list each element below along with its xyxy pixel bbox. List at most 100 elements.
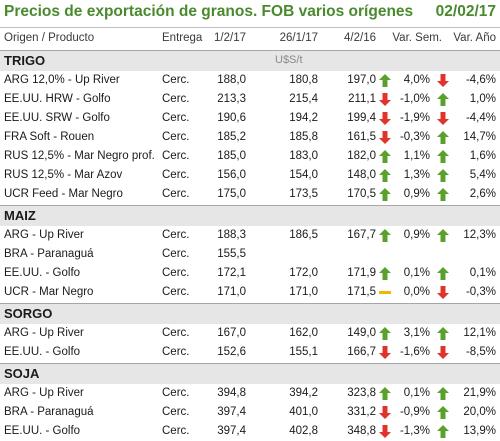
product-cell: FRA Soft - Rouen — [4, 131, 95, 143]
price-date-2-cell: 173,5 — [289, 188, 318, 200]
down-arrow-icon — [378, 130, 392, 145]
var-anio-cell: 1,0% — [469, 93, 496, 105]
price-date-1-cell: 213,3 — [217, 93, 246, 105]
delivery-cell: Cerc. — [162, 131, 190, 143]
var-sem-cell: -1,0% — [399, 93, 430, 105]
up-arrow-icon — [378, 326, 392, 341]
table-row: EE.UU. - Golfo Cerc. 172,1 172,0 171,9 0,1% 0,… — [0, 264, 500, 283]
table-row: EE.UU. - Golfo Cerc. 397,4 402,8 348,8 -1,3% 1… — [0, 422, 500, 441]
var-anio-cell: -8,5% — [465, 346, 496, 358]
price-date-2-cell: 186,5 — [289, 229, 318, 241]
price-date-1-cell: 394,8 — [217, 387, 246, 399]
delivery-cell: Cerc. — [162, 74, 190, 86]
down-arrow-icon — [378, 424, 392, 439]
up-arrow-icon — [378, 187, 392, 202]
up-arrow-icon — [378, 386, 392, 401]
up-arrow-icon — [436, 92, 450, 107]
var-sem-cell: 0,1% — [403, 267, 430, 279]
delivery-cell: Cerc. — [162, 169, 190, 181]
price-date-2-cell: 401,0 — [289, 406, 318, 418]
var-anio-cell: -4,6% — [465, 74, 496, 86]
price-date-3-cell: 170,5 — [347, 188, 376, 200]
product-cell: ARG 12,0% - Up River — [4, 74, 120, 86]
product-cell: EE.UU. - Golfo — [4, 346, 81, 358]
table-row: UCR - Mar Negro Cerc. 171,0 171,0 171,5 0,0% -… — [0, 283, 500, 302]
product-cell: UCR Feed - Mar Negro — [4, 188, 123, 200]
table-row: ARG 12,0% - Up River Cerc. 188,0 180,8 197,0… — [0, 71, 500, 90]
price-date-1-cell: 185,0 — [217, 150, 246, 162]
product-cell: EE.UU. - Golfo — [4, 267, 81, 279]
table-row: UCR Feed - Mar Negro Cerc. 175,0 173,5 170,5… — [0, 185, 500, 204]
section-header-sorgo: SORGO — [0, 303, 500, 324]
down-arrow-icon — [378, 405, 392, 420]
var-anio-cell: 12,1% — [463, 327, 496, 339]
price-date-3-cell: 323,8 — [347, 387, 376, 399]
delivery-cell: Cerc. — [162, 387, 190, 399]
up-arrow-icon — [378, 168, 392, 183]
price-date-3-cell: 149,0 — [347, 327, 376, 339]
price-date-2-cell: 154,0 — [289, 169, 318, 181]
product-cell: ARG - Up River — [4, 229, 84, 241]
up-arrow-icon — [378, 228, 392, 243]
section-name: SORGO — [4, 306, 53, 321]
table-row: BRA - Paranaguá Cerc. 397,4 401,0 331,2 -0,9%… — [0, 403, 500, 422]
price-date-2-cell: 155,1 — [289, 346, 318, 358]
var-sem-cell: 0,9% — [403, 229, 430, 241]
price-date-1-cell: 152,6 — [217, 346, 246, 358]
down-arrow-icon — [378, 92, 392, 107]
price-date-2-cell: 180,8 — [289, 74, 318, 86]
price-date-1-cell: 156,0 — [217, 169, 246, 181]
price-date-1-cell: 167,0 — [217, 327, 246, 339]
price-date-2-cell: 394,2 — [289, 387, 318, 399]
var-anio-cell: 13,9% — [463, 425, 496, 437]
var-sem-cell: 0,0% — [403, 286, 430, 298]
col-product: Origen / Producto — [4, 32, 95, 44]
up-arrow-icon — [436, 424, 450, 439]
col-var-anio: Var. Año — [453, 32, 496, 44]
report-date: 02/02/17 — [435, 3, 496, 20]
column-header-row: Origen / Producto Entrega 1/2/17 26/1/17… — [0, 27, 500, 51]
price-date-1-cell: 188,3 — [217, 229, 246, 241]
var-sem-cell: 1,1% — [403, 150, 430, 162]
up-arrow-icon — [436, 386, 450, 401]
price-date-2-cell: 402,8 — [289, 425, 318, 437]
delivery-cell: Cerc. — [162, 188, 190, 200]
price-date-1-cell: 172,1 — [217, 267, 246, 279]
price-date-2-cell: 183,0 — [289, 150, 318, 162]
delivery-cell: Cerc. — [162, 267, 190, 279]
delivery-cell: Cerc. — [162, 150, 190, 162]
down-arrow-icon — [378, 345, 392, 360]
price-date-3-cell: 331,2 — [347, 406, 376, 418]
var-anio-cell: -4,4% — [465, 112, 496, 124]
product-cell: RUS 12,5% - Mar Azov — [4, 169, 123, 181]
col-var-sem: Var. Sem. — [392, 32, 442, 44]
delivery-cell: Cerc. — [162, 286, 190, 298]
section-name: SOJA — [4, 366, 40, 381]
var-anio-cell: 2,6% — [469, 188, 496, 200]
price-date-1-cell: 397,4 — [217, 406, 246, 418]
table-row: RUS 12,5% - Mar Negro prof. Cerc. 185,0 183… — [0, 147, 500, 166]
product-cell: RUS 12,5% - Mar Negro prof. — [4, 150, 155, 162]
delivery-cell: Cerc. — [162, 112, 190, 124]
var-anio-cell: 20,0% — [463, 406, 496, 418]
delivery-cell: Cerc. — [162, 327, 190, 339]
price-date-3-cell: 166,7 — [347, 346, 376, 358]
product-cell: UCR - Mar Negro — [4, 286, 94, 298]
table-row: EE.UU. - Golfo Cerc. 152,6 155,1 166,7 -1,6% -… — [0, 343, 500, 362]
price-date-2-cell: 162,0 — [289, 327, 318, 339]
up-arrow-icon — [436, 168, 450, 183]
var-sem-cell: -1,3% — [399, 425, 430, 437]
var-anio-cell: 14,7% — [463, 131, 496, 143]
price-date-1-cell: 188,0 — [217, 74, 246, 86]
down-arrow-icon — [436, 345, 450, 360]
down-arrow-icon — [436, 73, 450, 88]
table-row: BRA - Paranaguá Cerc. 155,5 — [0, 245, 500, 264]
col-date-3: 4/2/16 — [344, 32, 376, 44]
product-cell: EE.UU. - Golfo — [4, 425, 81, 437]
up-arrow-icon — [378, 266, 392, 281]
up-arrow-icon — [436, 187, 450, 202]
up-arrow-icon — [378, 73, 392, 88]
delivery-cell: Cerc. — [162, 93, 190, 105]
table-row: ARG - Up River Cerc. 188,3 186,5 167,7 0,9% 12… — [0, 226, 500, 245]
price-date-3-cell: 171,5 — [347, 286, 376, 298]
